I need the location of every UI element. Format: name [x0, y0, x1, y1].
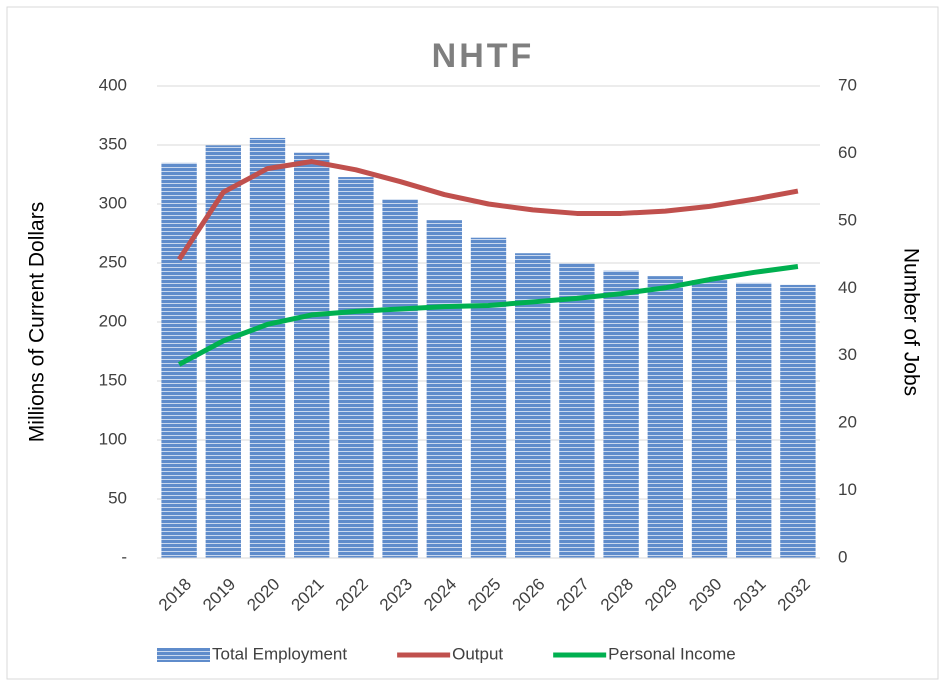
y2-tick-label: 30: [838, 345, 857, 364]
bar: [603, 270, 639, 558]
y2-axis-title: Number of Jobs: [899, 248, 922, 396]
bar: [736, 282, 772, 558]
chart-title: NHTF: [432, 37, 535, 75]
y-tick-label: 400: [99, 75, 127, 94]
y-tick-label: -: [121, 547, 127, 566]
bar: [691, 280, 728, 558]
legend-label: Total Employment: [212, 644, 347, 663]
y-tick-label: 200: [99, 311, 127, 330]
y2-tick-label: 60: [838, 143, 857, 162]
y-tick-label: 350: [99, 134, 127, 153]
y-tick-label: 250: [99, 252, 127, 271]
y2-tick-label: 50: [838, 210, 857, 229]
bar: [647, 276, 683, 558]
bar: [470, 237, 507, 558]
bar: [780, 284, 816, 558]
y2-tick-label: 0: [838, 547, 847, 566]
bar: [249, 137, 286, 559]
y2-tick-label: 40: [838, 278, 857, 297]
y-tick-label: 100: [99, 429, 127, 448]
y-tick-label: 50: [108, 488, 127, 507]
legend-label: Output: [452, 644, 503, 663]
y2-tick-label: 10: [838, 480, 857, 499]
legend-swatch: [157, 648, 210, 662]
legend-label: Personal Income: [608, 644, 736, 663]
bar: [294, 152, 330, 559]
bar: [426, 220, 462, 558]
y-tick-label: 300: [99, 193, 127, 212]
bar: [559, 263, 595, 558]
y-tick-label: 150: [99, 370, 127, 389]
bar: [338, 177, 374, 558]
line: [177, 264, 799, 367]
y2-tick-label: 70: [838, 75, 857, 94]
y2-tick-label: 20: [838, 413, 857, 432]
y-axis-title: Millions of Current Dollars: [26, 202, 49, 442]
bar: [382, 199, 418, 558]
line: [177, 159, 799, 261]
